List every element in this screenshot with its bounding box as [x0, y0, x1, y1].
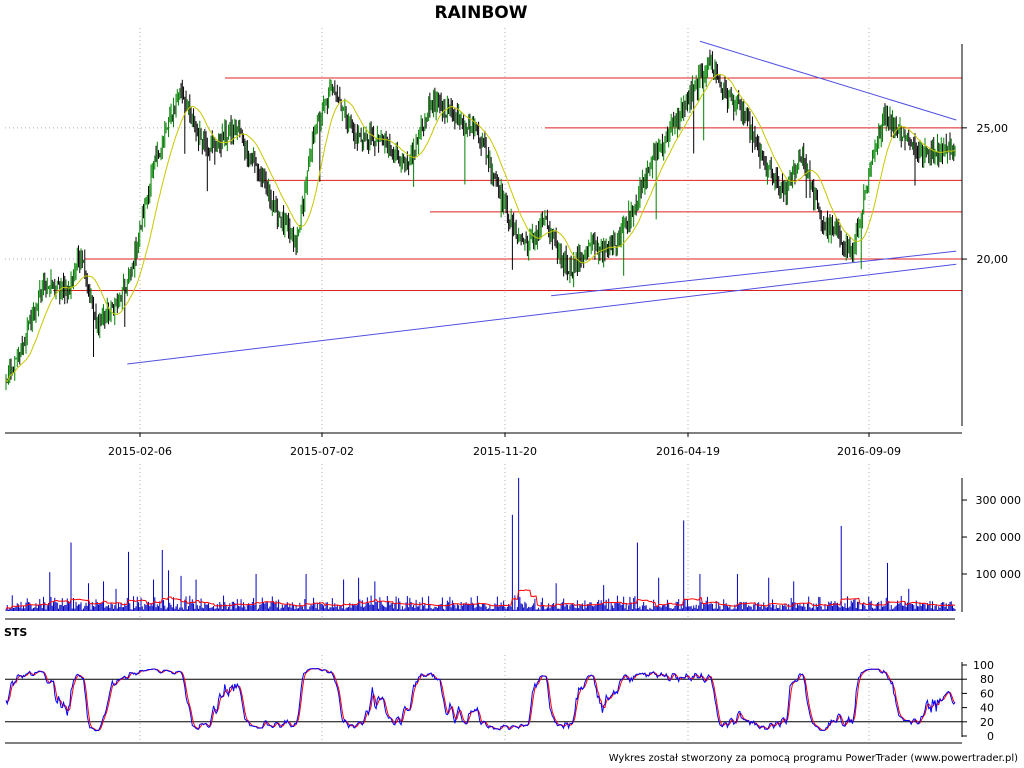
sts-y-tick-label: 20: [980, 716, 994, 729]
sts-y-tick-label: 80: [980, 673, 994, 686]
sts-y-tick-label: 40: [980, 702, 994, 715]
price-moving-average: [5, 74, 956, 383]
sts-fast-line: [5, 667, 956, 732]
price-x-tick-label: 2015-02-06: [108, 445, 172, 458]
volume-y-tick-label: 100 000: [976, 568, 1022, 581]
price-trendline: [127, 263, 957, 365]
volume-y-ticks: 300 000 200 000 100 000: [962, 494, 1021, 581]
volume-moving-average: [5, 589, 956, 610]
price-x-tick-label: 2016-04-19: [656, 445, 720, 458]
price-x-tick-label: 2015-07-02: [290, 445, 354, 458]
sts-y-tick-label: 60: [980, 687, 994, 700]
price-panel: 2015-02-06 2015-07-02 2015-11-20 2016-04-19…: [5, 28, 1008, 458]
price-y-ticks: 25,00 20,00: [962, 122, 1008, 266]
volume-y-tick-label: 200 000: [976, 531, 1022, 544]
support-resistance-levels: [53, 77, 962, 292]
trendlines: [127, 40, 957, 365]
sts-y-tick-label: 100: [973, 659, 994, 672]
volume-y-tick-label: 300 000: [976, 494, 1022, 507]
price-candles: [5, 49, 956, 391]
price-x-tick-label: 2016-09-09: [837, 445, 901, 458]
volume-panel: 300 000 200 000 100 000: [5, 464, 1021, 620]
sts-y-tick-label: 0: [987, 730, 994, 743]
price-y-tick-label: 20,00: [977, 253, 1009, 266]
sts-panel-label: STS: [4, 626, 27, 639]
price-x-ticks: 2015-02-06 2015-07-02 2015-11-20 2016-04-19…: [108, 433, 901, 458]
price-trendline: [699, 40, 957, 121]
footer-credit: Wykres został stworzony za pomocą progra…: [609, 753, 1018, 764]
price-x-tick-label: 2015-11-20: [473, 445, 537, 458]
chart-title: RAINBOW: [435, 3, 528, 23]
price-y-tick-label: 25,00: [977, 122, 1009, 135]
price-trendline: [551, 250, 957, 297]
